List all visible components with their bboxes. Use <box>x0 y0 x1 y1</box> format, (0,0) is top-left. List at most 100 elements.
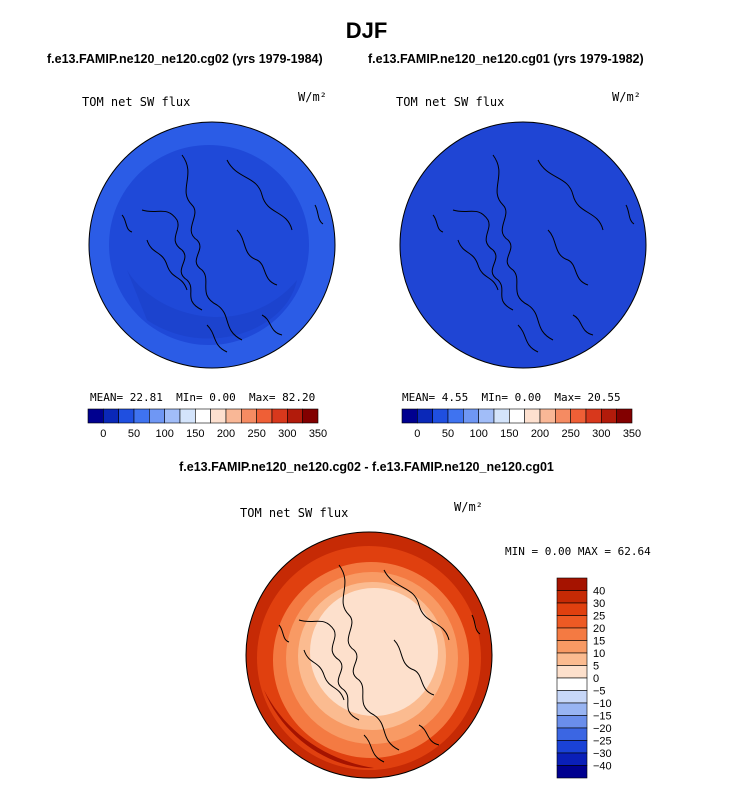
diff-colorbar-swatch <box>556 702 588 716</box>
diff-colorbar-swatch <box>556 640 588 654</box>
right-colorbar-swatch <box>570 408 587 424</box>
right-polar-map <box>399 121 647 369</box>
diff-colorbar-tick-label: 5 <box>593 661 599 673</box>
diff-colorbar-tick-label: −20 <box>593 723 612 735</box>
right-colorbar-swatch <box>447 408 464 424</box>
diff-colorbar-tick-label: 25 <box>593 611 605 623</box>
diff-colorbar-tick-label: −5 <box>593 686 606 698</box>
left-colorbar-tick-label: 350 <box>309 428 327 440</box>
right-mean-value: 4.55 <box>441 391 469 404</box>
left-colorbar-swatch <box>287 408 303 424</box>
left-colorbar: 0 50 100 150 200 250 300 350 <box>87 408 327 440</box>
left-colorbar-swatch <box>195 408 211 424</box>
right-colorbar-tick-label: 300 <box>592 428 610 440</box>
right-colorbar-tick-label: 100 <box>469 428 487 440</box>
right-colorbar-swatch <box>539 408 556 424</box>
left-variable-label: TOM net SW flux <box>82 95 191 109</box>
left-colorbar-swatch <box>149 408 165 424</box>
right-colorbar: 0 50 100 150 200 250 300 350 <box>401 408 641 440</box>
left-colorbar-tick-label: 150 <box>186 428 204 440</box>
diff-colorbar-swatch <box>556 765 588 779</box>
figure-title: DJF <box>345 18 388 43</box>
left-colorbar-tick-label: 300 <box>278 428 296 440</box>
right-colorbar-swatch <box>601 408 617 424</box>
right-mean-label: MEAN= <box>402 391 436 404</box>
diff-colorbar-tick-label: 0 <box>593 673 599 685</box>
left-colorbar-swatch <box>164 408 181 424</box>
diff-colorbar-swatch <box>556 740 588 754</box>
diff-colorbar-swatch <box>556 752 588 766</box>
left-min-value: 0.00 <box>209 391 236 404</box>
left-colorbar-swatch <box>271 408 288 424</box>
right-colorbar-swatch <box>555 408 571 424</box>
diff-colorbar-swatch <box>556 602 588 616</box>
diff-colorbar-swatch <box>556 665 588 679</box>
left-colorbar-swatch <box>256 408 273 424</box>
left-colorbar-tick-label: 50 <box>128 428 140 440</box>
diff-colorbar-tick-label: −30 <box>593 748 612 760</box>
left-colorbar-swatch <box>241 408 257 424</box>
left-colorbar-swatch <box>133 408 150 424</box>
right-case-label: f.e13.FAMIP.ne120_ne120.cg01 (yrs 1979-1… <box>368 52 644 66</box>
diff-colorbar-swatch <box>556 690 588 704</box>
diff-polar-map <box>245 531 493 779</box>
left-colorbar-swatch <box>118 408 135 424</box>
right-stats: MEAN= 4.55 MIn= 0.00 Max= 20.55 <box>402 391 621 404</box>
left-colorbar-tick-label: 250 <box>247 428 265 440</box>
diff-colorbar-swatch <box>556 627 588 641</box>
right-colorbar-tick-label: 0 <box>414 428 420 440</box>
left-colorbar-swatch <box>225 408 242 424</box>
right-min-label: MIn= <box>481 391 509 404</box>
left-colorbar-swatch <box>179 408 196 424</box>
diff-colorbar-swatch <box>556 727 588 741</box>
right-min-value: 0.00 <box>514 391 542 404</box>
left-colorbar-tick-label: 200 <box>217 428 235 440</box>
right-colorbar-swatch <box>493 408 510 424</box>
diff-colorbar-tick-label: −40 <box>593 761 612 773</box>
diff-colorbar-tick-label: 30 <box>593 598 605 610</box>
right-colorbar-swatch <box>417 408 433 424</box>
diff-colorbar-tick-label: 10 <box>593 648 605 660</box>
right-max-value: 20.55 <box>587 391 621 404</box>
diff-variable-label: TOM net SW flux <box>240 506 349 520</box>
right-units-label: W/m² <box>612 90 641 104</box>
right-colorbar-swatch <box>478 408 495 424</box>
diff-colorbar-tick-label: 20 <box>593 623 605 635</box>
left-colorbar-swatch <box>302 408 319 424</box>
left-case-label: f.e13.FAMIP.ne120_ne120.cg02 (yrs 1979-1… <box>47 52 323 66</box>
right-colorbar-swatch <box>432 408 449 424</box>
diff-colorbar-tick-label: −25 <box>593 736 612 748</box>
left-colorbar-swatch <box>87 408 104 424</box>
right-variable-label: TOM net SW flux <box>396 95 505 109</box>
right-colorbar-tick-label: 150 <box>500 428 518 440</box>
diff-colorbar-tick-label: −10 <box>593 698 612 710</box>
right-colorbar-swatch <box>401 408 418 424</box>
diff-colorbar-swatch <box>556 590 588 604</box>
diff-colorbar-tick-label: 40 <box>593 586 605 598</box>
diff-stats: MIN = 0.00 MAX = 62.64 <box>505 545 651 558</box>
right-colorbar-tick-label: 250 <box>561 428 579 440</box>
right-colorbar-swatch <box>463 408 479 424</box>
diff-colorbar-swatch <box>556 615 588 629</box>
diff-colorbar-swatch <box>556 577 588 591</box>
left-max-value: 82.20 <box>282 391 316 404</box>
diff-min-label: MIN = <box>505 545 539 558</box>
diff-max-value: 62.64 <box>617 545 651 558</box>
diff-min-value: 0.00 <box>544 545 572 558</box>
left-colorbar-tick-label: 0 <box>100 428 106 440</box>
left-colorbar-tick-label: 100 <box>155 428 173 440</box>
right-colorbar-swatch <box>616 408 633 424</box>
left-units-label: W/m² <box>298 90 327 104</box>
left-colorbar-swatch <box>103 408 119 424</box>
left-mean-label: MEAN= <box>90 391 124 404</box>
right-max-label: Max= <box>554 391 581 404</box>
diff-title: f.e13.FAMIP.ne120_ne120.cg02 - f.e13.FAM… <box>179 460 554 474</box>
left-min-label: MIn= <box>176 391 203 404</box>
left-colorbar-swatch <box>210 408 227 424</box>
left-mean-value: 22.81 <box>129 391 163 404</box>
diff-colorbar-tick-label: −15 <box>593 711 612 723</box>
diff-colorbar-swatch <box>556 715 588 729</box>
right-colorbar-swatch <box>509 408 525 424</box>
right-colorbar-swatch <box>585 408 602 424</box>
